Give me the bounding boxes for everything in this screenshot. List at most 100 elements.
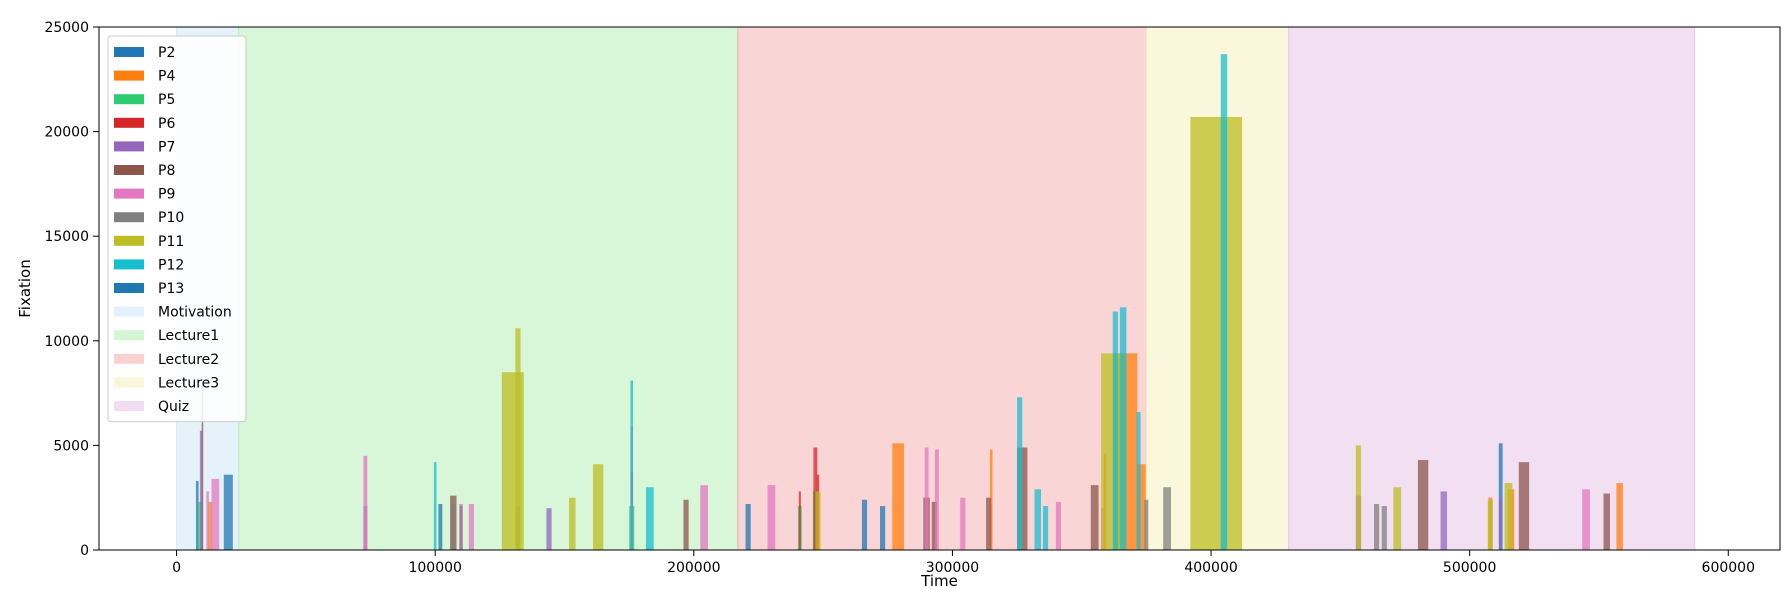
- bar-p11-10: [1504, 483, 1513, 550]
- bar-p2-3: [745, 503, 751, 550]
- bar-p7-6: [1499, 497, 1502, 550]
- bar-p8-7: [1090, 485, 1099, 550]
- bar-p8-10: [1603, 493, 1610, 550]
- bar-p6-1: [798, 491, 801, 550]
- legend-swatch-p10: [114, 212, 144, 223]
- bar-marks: [195, 54, 1623, 551]
- y-tick-label: 25000: [44, 20, 89, 36]
- x-axis-ticks: 0 100000 200000 300000 400000 500000 600000: [172, 550, 1755, 576]
- bar-p5-0: [197, 501, 202, 550]
- legend-label-lecture2: Lecture2: [158, 352, 219, 368]
- bar-p7-0: [199, 430, 203, 550]
- y-tick-label: 5000: [53, 438, 89, 454]
- legend-label-p4: P4: [158, 69, 175, 85]
- bar-p12-4: [1034, 489, 1042, 550]
- bar-p9-2: [363, 455, 368, 550]
- legend-box: [107, 35, 247, 423]
- legend-swatch-lecture1: [114, 330, 144, 341]
- bar-p11-3: [592, 464, 604, 550]
- bar-p8-4: [931, 501, 937, 550]
- bar-p9-13: [1582, 489, 1590, 550]
- bar-p10-2: [1144, 499, 1149, 550]
- legend-swatch-p8: [114, 165, 144, 175]
- bar-p2-4: [861, 499, 868, 550]
- bar-p12-8: [1136, 411, 1141, 550]
- legend-swatch-p5: [114, 94, 144, 105]
- x-tick-label: 500000: [1443, 560, 1496, 576]
- legend: P2 P4 P5 P6 P7 P8 P9 P10 P11 P12 P13 Motivation Lect…: [107, 35, 247, 423]
- bar-p12-9: [1220, 54, 1228, 551]
- bar-p12-6: [1112, 311, 1118, 550]
- bar-p8-8: [1417, 460, 1429, 550]
- bar-p8-9: [1518, 462, 1530, 550]
- bar-p2-2: [438, 503, 443, 550]
- bar-p9-7: [767, 485, 776, 550]
- y-tick-label: 20000: [44, 125, 89, 141]
- bar-p9-9: [934, 449, 939, 550]
- bar-p12-0: [433, 462, 437, 550]
- legend-swatch-p2: [114, 47, 144, 57]
- legend-swatch-p6: [114, 117, 144, 128]
- legend-label-p8: P8: [158, 163, 175, 179]
- bar-p2-5: [880, 506, 886, 550]
- legend-swatch-p9: [114, 188, 144, 199]
- bar-p12-7: [1119, 307, 1127, 550]
- bar-p8-2: [683, 499, 689, 550]
- bar-p4-0: [208, 501, 213, 550]
- legend-label-p13: P13: [158, 281, 184, 297]
- bar-p9-8: [924, 447, 929, 550]
- bar-p4-8: [1616, 483, 1623, 550]
- legend-label-p12: P12: [158, 257, 184, 273]
- bar-p11-6: [1190, 116, 1243, 551]
- legend-label-p6: P6: [158, 116, 175, 132]
- x-tick-label: 100000: [408, 560, 461, 576]
- bar-p12-2: [645, 487, 654, 550]
- bar-p9-11: [1055, 501, 1062, 550]
- bar-p9-6: [700, 485, 709, 550]
- bar-p11-8: [1393, 487, 1402, 550]
- legend-swatch-quiz: [114, 401, 144, 411]
- bar-p11-7: [1355, 445, 1362, 550]
- bar-p11-2: [569, 497, 576, 550]
- bar-p9-0: [206, 491, 209, 550]
- legend-label-quiz: Quiz: [158, 399, 189, 415]
- bar-p4-1: [892, 443, 904, 550]
- legend-swatch-motivation: [114, 306, 144, 317]
- phase-band-lecture2: [737, 26, 1147, 551]
- bar-p10-1: [459, 506, 463, 550]
- phase-band-quiz: [1288, 26, 1696, 551]
- legend-label-motivation: Motivation: [158, 305, 232, 321]
- x-tick-label: 0: [172, 560, 181, 576]
- phase-band-lecture1: [238, 26, 739, 551]
- legend-swatch-p4: [114, 70, 144, 81]
- legend-swatch-lecture3: [114, 377, 144, 388]
- bar-p12-5: [1042, 506, 1049, 550]
- legend-label-p7: P7: [158, 139, 175, 155]
- bar-p10-4: [1373, 503, 1380, 550]
- y-tick-label: 15000: [44, 229, 89, 245]
- bar-p7-3: [546, 508, 552, 550]
- bar-p9-1: [211, 478, 220, 550]
- bar-p11-1: [515, 328, 521, 550]
- legend-label-p11: P11: [158, 234, 184, 250]
- y-axis-ticks: 0 5000 10000 15000 20000 25000: [44, 20, 99, 559]
- bar-p11-4: [815, 491, 821, 550]
- bar-p10-0: [451, 503, 456, 550]
- legend-swatch-p12: [114, 259, 144, 270]
- x-tick-label: 400000: [1184, 560, 1237, 576]
- bar-p10-3: [1163, 487, 1171, 550]
- bar-p11-9: [1487, 499, 1493, 550]
- bar-p2-1: [223, 474, 233, 550]
- x-tick-label: 300000: [926, 560, 979, 576]
- legend-label-lecture3: Lecture3: [158, 375, 219, 391]
- bar-p8-0: [201, 386, 204, 550]
- y-tick-label: 10000: [44, 334, 89, 350]
- plot-frame: [98, 26, 1781, 551]
- legend-label-p2: P2: [158, 45, 175, 61]
- y-tick-label: 0: [80, 543, 89, 559]
- bar-p8-5: [986, 497, 992, 550]
- bar-p2-0: [195, 480, 199, 550]
- bar-p9-4: [468, 503, 474, 550]
- bar-p12-1: [630, 380, 634, 550]
